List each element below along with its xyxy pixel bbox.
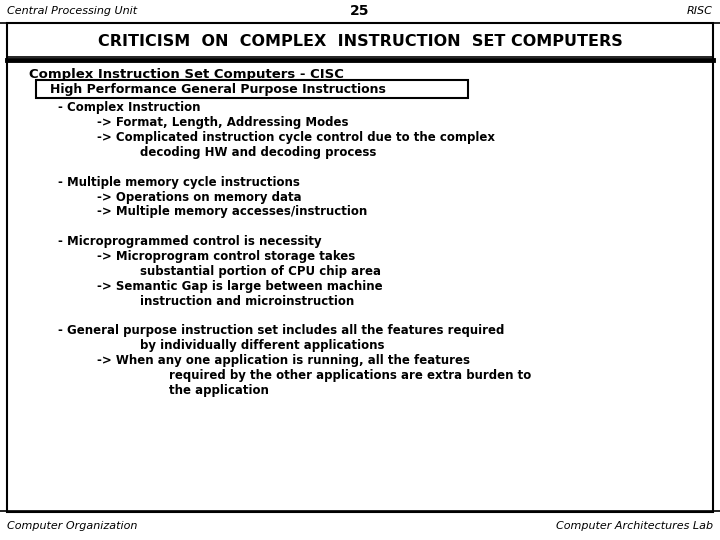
Text: -> When any one application is running, all the features: -> When any one application is running, … bbox=[97, 354, 470, 367]
Text: - Complex Instruction: - Complex Instruction bbox=[58, 102, 200, 114]
Text: decoding HW and decoding process: decoding HW and decoding process bbox=[140, 146, 377, 159]
FancyBboxPatch shape bbox=[36, 80, 468, 98]
Text: instruction and microinstruction: instruction and microinstruction bbox=[140, 294, 355, 308]
Text: -> Complicated instruction cycle control due to the complex: -> Complicated instruction cycle control… bbox=[97, 131, 495, 144]
FancyBboxPatch shape bbox=[7, 23, 713, 512]
Text: the application: the application bbox=[169, 383, 269, 397]
Text: RISC: RISC bbox=[687, 6, 713, 16]
Text: 25: 25 bbox=[350, 4, 370, 18]
Text: - General purpose instruction set includes all the features required: - General purpose instruction set includ… bbox=[58, 324, 504, 338]
Text: Computer Organization: Computer Organization bbox=[7, 521, 138, 531]
Text: substantial portion of CPU chip area: substantial portion of CPU chip area bbox=[140, 265, 382, 278]
Text: -> Format, Length, Addressing Modes: -> Format, Length, Addressing Modes bbox=[97, 116, 348, 130]
Text: required by the other applications are extra burden to: required by the other applications are e… bbox=[169, 369, 531, 382]
Text: High Performance General Purpose Instructions: High Performance General Purpose Instruc… bbox=[50, 83, 386, 96]
Text: - Microprogrammed control is necessity: - Microprogrammed control is necessity bbox=[58, 235, 321, 248]
Text: Computer Architectures Lab: Computer Architectures Lab bbox=[556, 521, 713, 531]
Text: -> Multiple memory accesses/instruction: -> Multiple memory accesses/instruction bbox=[97, 205, 367, 219]
Text: Complex Instruction Set Computers - CISC: Complex Instruction Set Computers - CISC bbox=[29, 68, 343, 81]
Text: -> Microprogram control storage takes: -> Microprogram control storage takes bbox=[97, 250, 356, 263]
Text: Central Processing Unit: Central Processing Unit bbox=[7, 6, 138, 16]
Text: -> Semantic Gap is large between machine: -> Semantic Gap is large between machine bbox=[97, 280, 383, 293]
Text: - Multiple memory cycle instructions: - Multiple memory cycle instructions bbox=[58, 176, 300, 189]
Text: by individually different applications: by individually different applications bbox=[140, 339, 385, 352]
Text: -> Operations on memory data: -> Operations on memory data bbox=[97, 191, 302, 204]
Text: CRITICISM  ON  COMPLEX  INSTRUCTION  SET COMPUTERS: CRITICISM ON COMPLEX INSTRUCTION SET COM… bbox=[98, 35, 622, 49]
